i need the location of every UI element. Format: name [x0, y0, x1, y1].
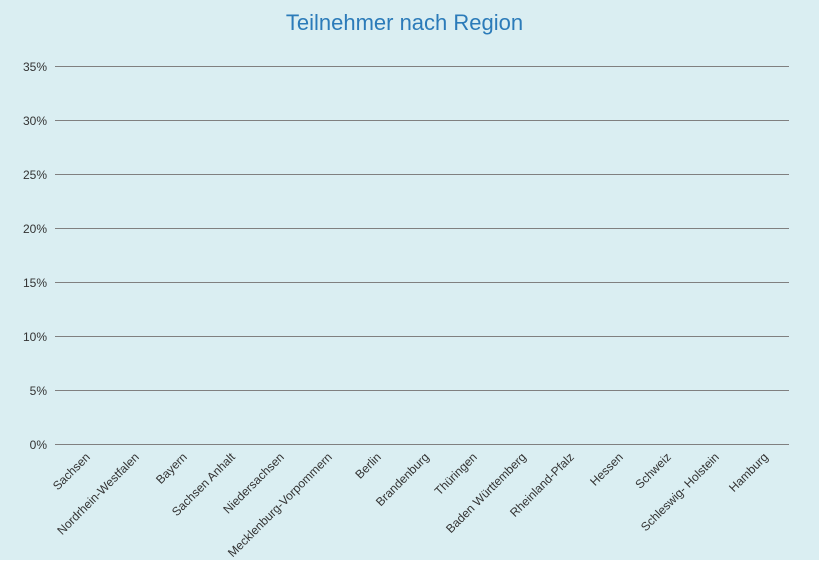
y-tick-label: 35% [23, 60, 55, 74]
chart-container: Teilnehmer nach Region 0%5%10%15%20%25%3… [0, 0, 819, 560]
x-label-slot: Schleswig- Holstein [688, 444, 736, 564]
y-tick-label: 5% [30, 384, 55, 398]
y-tick-label: 0% [30, 438, 55, 452]
x-label-slot: Nordrhein-Westfalen [107, 444, 155, 564]
y-tick-label: 30% [23, 114, 55, 128]
y-tick-label: 25% [23, 168, 55, 182]
bars [55, 44, 789, 444]
x-axis-labels: SachsenNordrhein-WestfalenBayernSachsen … [55, 444, 789, 564]
y-tick-label: 15% [23, 276, 55, 290]
x-label-slot: Hamburg [737, 444, 785, 564]
x-tick-label: Hessen [587, 450, 626, 489]
x-label-slot: Brandenburg [398, 444, 446, 564]
x-label-slot: Hessen [591, 444, 639, 564]
chart-title: Teilnehmer nach Region [10, 10, 799, 36]
x-tick-label: Berlin [352, 450, 384, 482]
y-tick-label: 20% [23, 222, 55, 236]
plot-area: 0%5%10%15%20%25%30%35% [55, 44, 789, 444]
x-label-slot: Berlin [349, 444, 397, 564]
x-tick-label: Sachsen [50, 450, 93, 493]
x-label-slot: Mecklenburg-Vorpommern [301, 444, 349, 564]
x-label-slot: Rheinland-Pfalz [543, 444, 591, 564]
y-tick-label: 10% [23, 330, 55, 344]
x-tick-label: Bayern [153, 450, 190, 487]
